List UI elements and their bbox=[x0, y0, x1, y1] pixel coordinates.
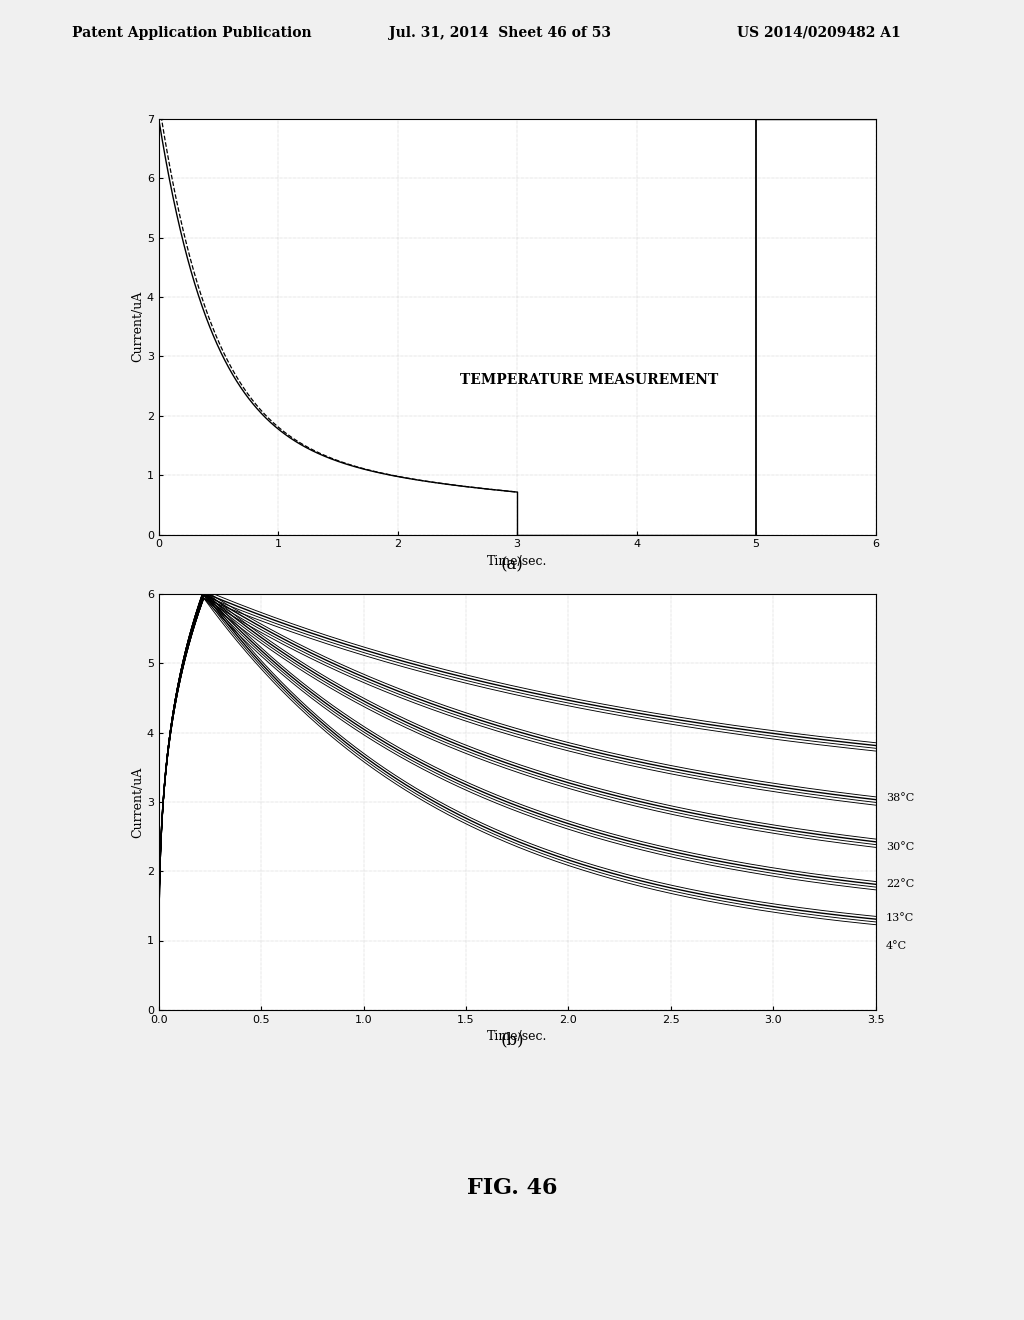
Text: Jul. 31, 2014  Sheet 46 of 53: Jul. 31, 2014 Sheet 46 of 53 bbox=[389, 26, 611, 40]
Text: (b): (b) bbox=[500, 1032, 524, 1048]
Y-axis label: Current/uA: Current/uA bbox=[131, 767, 144, 837]
Text: 4°C: 4°C bbox=[886, 941, 907, 950]
Text: Patent Application Publication: Patent Application Publication bbox=[72, 26, 311, 40]
Y-axis label: Current/uA: Current/uA bbox=[131, 292, 144, 362]
X-axis label: Time/sec.: Time/sec. bbox=[487, 1030, 547, 1043]
Text: FIG. 46: FIG. 46 bbox=[467, 1177, 557, 1199]
Text: 30°C: 30°C bbox=[886, 842, 914, 851]
Text: TEMPERATURE MEASUREMENT: TEMPERATURE MEASUREMENT bbox=[460, 374, 718, 387]
Text: 38°C: 38°C bbox=[886, 793, 914, 804]
Text: (a): (a) bbox=[501, 557, 523, 573]
Text: US 2014/0209482 A1: US 2014/0209482 A1 bbox=[737, 26, 901, 40]
Text: 13°C: 13°C bbox=[886, 913, 914, 923]
X-axis label: Time/sec.: Time/sec. bbox=[487, 554, 547, 568]
Text: 22°C: 22°C bbox=[886, 879, 914, 888]
